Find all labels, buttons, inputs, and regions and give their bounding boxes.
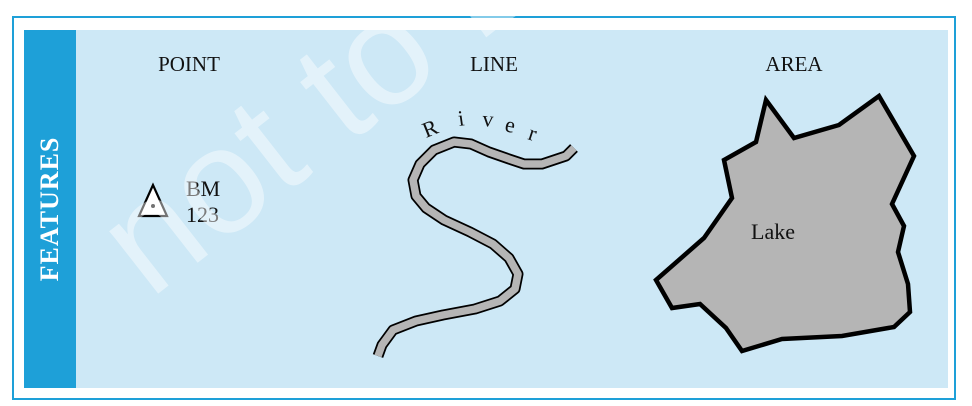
point-heading: POINT [158, 52, 220, 76]
river-line [372, 136, 578, 358]
area-heading: AREA [765, 52, 823, 76]
river-letter: i [456, 105, 466, 131]
features-sidebar: FEATURES [24, 30, 76, 388]
line-heading: LINE [470, 52, 518, 76]
lake-label: Lake [751, 219, 795, 244]
river-letter: e [503, 111, 518, 137]
river-letter: v [482, 106, 495, 132]
benchmark-label: BM [186, 176, 221, 201]
features-panel: FEATURES POINT LINE AREA BM 123 R i v e … [24, 30, 948, 388]
benchmark-value: 123 [186, 202, 219, 227]
river-letter: R [419, 114, 442, 143]
lake-area [653, 92, 917, 354]
river-label: R i v e r [419, 105, 541, 146]
river-letter: r [525, 120, 540, 146]
benchmark-triangle-icon [137, 182, 169, 218]
features-drawing: R i v e r Lake [137, 92, 917, 358]
